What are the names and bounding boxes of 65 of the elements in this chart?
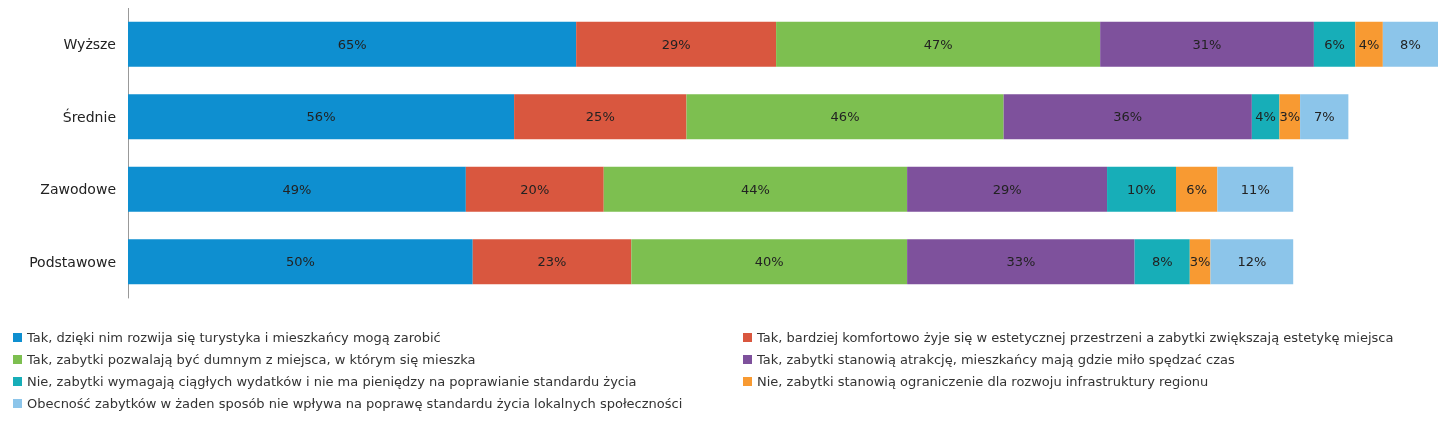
bar bbox=[128, 94, 515, 140]
data-label: 33% bbox=[1006, 254, 1036, 270]
bar bbox=[472, 239, 632, 285]
legend-label: Tak, bardziej komfortowo żyje się w estetycznej przestrzeni a zabytki zwiększają estetykę miejsca bbox=[756, 330, 1394, 345]
bar bbox=[1313, 21, 1356, 67]
data-label: 12% bbox=[1237, 254, 1267, 270]
data-label: 47% bbox=[923, 36, 953, 52]
legend-label: Nie, zabytki stanowią ograniczenie dla rozwoju infrastruktury regionu bbox=[757, 374, 1209, 389]
legend-label: Obecność zabytków w żaden sposób nie wpływa na poprawę standardu życia lokalnych społeczności bbox=[27, 396, 683, 411]
data-label: 23% bbox=[537, 254, 567, 270]
data-label: 49% bbox=[282, 181, 312, 197]
data-label: 36% bbox=[1113, 109, 1143, 125]
bar bbox=[128, 166, 466, 212]
bar bbox=[907, 239, 1135, 285]
data-label: 4% bbox=[1255, 109, 1276, 125]
data-label: 65% bbox=[337, 36, 367, 52]
bar bbox=[1176, 166, 1218, 212]
data-label: 25% bbox=[585, 109, 615, 125]
bar bbox=[128, 239, 473, 285]
data-label: 3% bbox=[1279, 109, 1301, 125]
data-label: 10% bbox=[1127, 181, 1156, 197]
y-tick-label: Wyższe bbox=[63, 36, 116, 53]
bar bbox=[776, 21, 1101, 67]
bar bbox=[603, 166, 908, 212]
bar bbox=[1107, 166, 1176, 212]
data-label: 40% bbox=[754, 254, 784, 270]
data-label: 8% bbox=[1400, 36, 1421, 52]
bar bbox=[1210, 239, 1294, 285]
legend-label: Tak, dzięki nim rozwija się turystyka i mieszkańcy mogą zarobić bbox=[26, 330, 441, 345]
bar bbox=[1134, 239, 1190, 285]
bar bbox=[631, 239, 908, 285]
legend-label: Tak, zabytki pozwalają być dumnym z miejsca, w którym się mieszka bbox=[26, 352, 476, 367]
data-label: 3% bbox=[1189, 254, 1211, 270]
data-label: 7% bbox=[1313, 109, 1335, 125]
bar bbox=[686, 94, 1004, 140]
data-label: 6% bbox=[1324, 36, 1345, 52]
bar bbox=[1382, 21, 1438, 67]
data-label: 50% bbox=[285, 254, 315, 270]
data-label: 8% bbox=[1151, 254, 1173, 270]
data-label: 29% bbox=[661, 36, 691, 52]
data-label: 4% bbox=[1358, 36, 1380, 52]
data-label: 46% bbox=[830, 109, 860, 125]
data-label: 44% bbox=[740, 181, 770, 197]
data-label: 20% bbox=[520, 181, 550, 197]
bar bbox=[465, 166, 604, 212]
bar bbox=[907, 166, 1108, 212]
bar bbox=[1217, 166, 1294, 212]
bar bbox=[514, 94, 687, 140]
bar bbox=[1355, 21, 1383, 67]
bar bbox=[1003, 94, 1252, 140]
bar bbox=[1279, 94, 1301, 140]
data-label: 31% bbox=[1192, 36, 1222, 52]
bar bbox=[1100, 21, 1314, 67]
data-label: 11% bbox=[1240, 181, 1270, 197]
bar bbox=[128, 21, 577, 67]
bar bbox=[576, 21, 777, 67]
data-label: 6% bbox=[1186, 181, 1207, 197]
data-label: 29% bbox=[992, 181, 1022, 197]
y-tick-label: Zawodowe bbox=[40, 181, 116, 198]
y-tick-label: Podstawowe bbox=[29, 253, 116, 270]
legend-label: Tak, zabytki stanowią atrakcję, mieszkańcy mają gdzie miło spędzać czas bbox=[756, 352, 1236, 367]
legend-label: Nie, zabytki wymagają ciągłych wydatków i nie ma pieniędzy na poprawianie standardu życia bbox=[27, 374, 637, 389]
y-tick-label: Średnie bbox=[62, 107, 116, 125]
data-label: 56% bbox=[306, 109, 336, 125]
bar bbox=[1300, 94, 1349, 140]
